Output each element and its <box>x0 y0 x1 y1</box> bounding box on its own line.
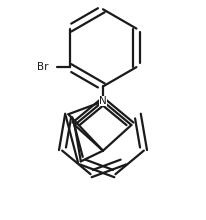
Text: N: N <box>99 96 107 106</box>
Text: Br: Br <box>37 62 48 72</box>
